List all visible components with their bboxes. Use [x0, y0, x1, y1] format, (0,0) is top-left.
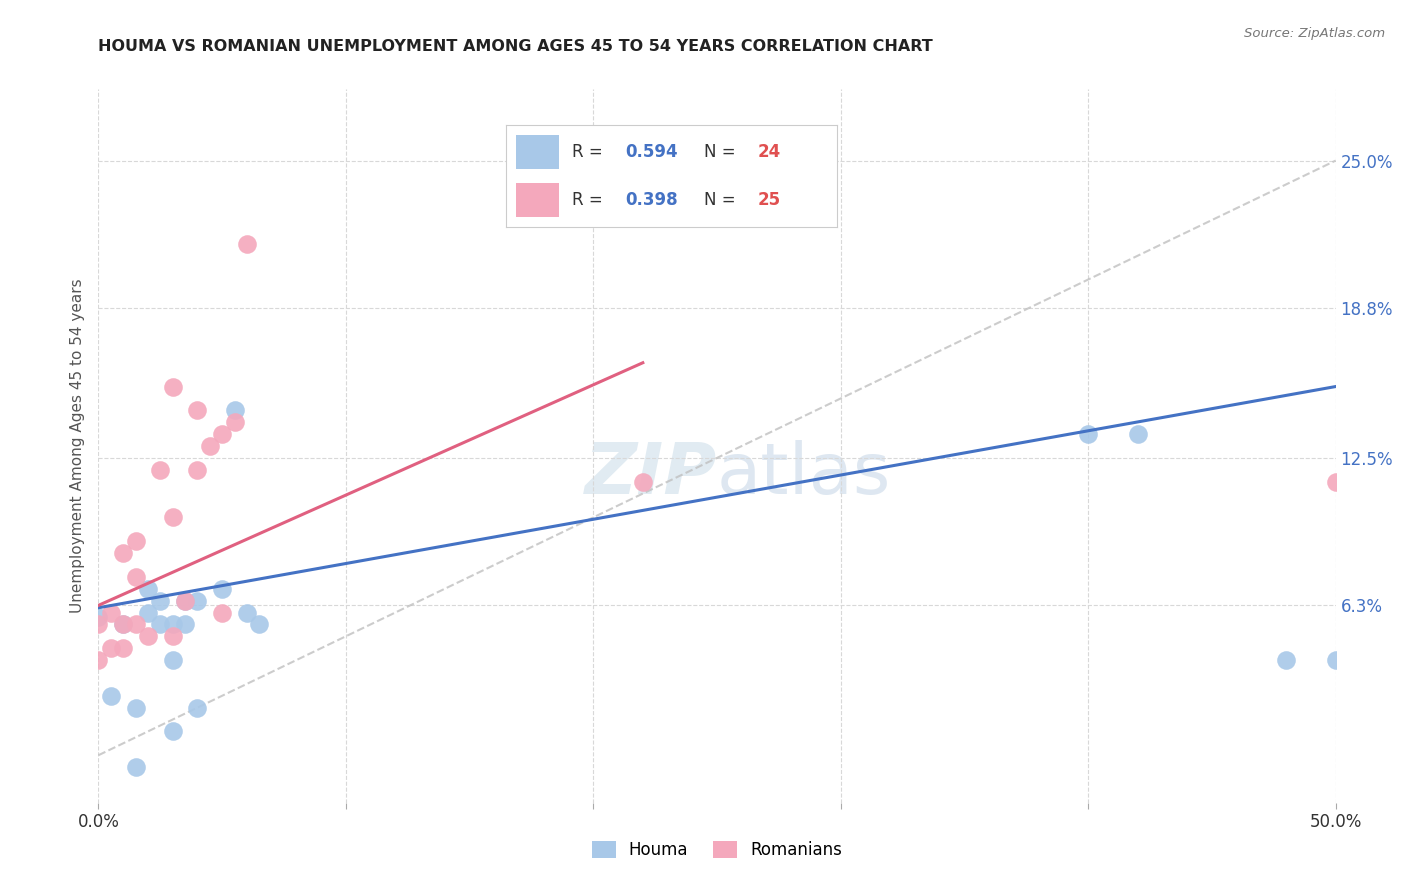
Point	[211, 427, 233, 442]
Point	[186, 463, 208, 477]
Point	[174, 593, 197, 607]
Point	[224, 415, 246, 429]
Point	[162, 629, 184, 643]
Text: R =: R =	[572, 143, 609, 161]
FancyBboxPatch shape	[516, 136, 560, 169]
Point	[174, 617, 197, 632]
Text: atlas: atlas	[717, 440, 891, 509]
Point	[124, 617, 146, 632]
Text: 24: 24	[758, 143, 780, 161]
Point	[112, 546, 135, 560]
Point	[162, 653, 184, 667]
Point	[631, 475, 654, 489]
Text: 0.594: 0.594	[626, 143, 678, 161]
Point	[162, 510, 184, 524]
Point	[149, 617, 172, 632]
Point	[87, 617, 110, 632]
Point	[100, 606, 122, 620]
Text: 25: 25	[758, 191, 780, 210]
Point	[112, 617, 135, 632]
Text: 0.398: 0.398	[626, 191, 678, 210]
Point	[1077, 427, 1099, 442]
Text: R =: R =	[572, 191, 609, 210]
Text: ZIP: ZIP	[585, 440, 717, 509]
Point	[186, 700, 208, 714]
Y-axis label: Unemployment Among Ages 45 to 54 years: Unemployment Among Ages 45 to 54 years	[69, 278, 84, 614]
Point	[112, 641, 135, 656]
FancyBboxPatch shape	[516, 184, 560, 218]
Point	[236, 606, 259, 620]
Point	[162, 617, 184, 632]
Point	[136, 582, 159, 596]
Point	[87, 653, 110, 667]
Point	[124, 760, 146, 774]
Text: Source: ZipAtlas.com: Source: ZipAtlas.com	[1244, 27, 1385, 40]
Point	[149, 593, 172, 607]
Point	[124, 700, 146, 714]
Point	[124, 534, 146, 549]
Point	[224, 403, 246, 417]
Point	[236, 236, 259, 251]
Point	[124, 570, 146, 584]
Point	[1126, 427, 1149, 442]
Point	[211, 582, 233, 596]
Point	[186, 593, 208, 607]
Point	[136, 606, 159, 620]
Point	[174, 593, 197, 607]
Point	[100, 689, 122, 703]
Point	[87, 610, 110, 624]
Text: N =: N =	[704, 191, 741, 210]
Point	[1324, 653, 1347, 667]
Point	[136, 629, 159, 643]
Point	[162, 724, 184, 739]
Point	[247, 617, 270, 632]
Point	[149, 463, 172, 477]
Point	[198, 439, 221, 453]
Text: N =: N =	[704, 143, 741, 161]
Text: HOUMA VS ROMANIAN UNEMPLOYMENT AMONG AGES 45 TO 54 YEARS CORRELATION CHART: HOUMA VS ROMANIAN UNEMPLOYMENT AMONG AGE…	[98, 38, 934, 54]
Point	[100, 641, 122, 656]
Legend: Houma, Romanians: Houma, Romanians	[585, 834, 849, 866]
Point	[112, 617, 135, 632]
Point	[162, 379, 184, 393]
Point	[1324, 475, 1347, 489]
Point	[186, 403, 208, 417]
Point	[1275, 653, 1298, 667]
Point	[211, 606, 233, 620]
